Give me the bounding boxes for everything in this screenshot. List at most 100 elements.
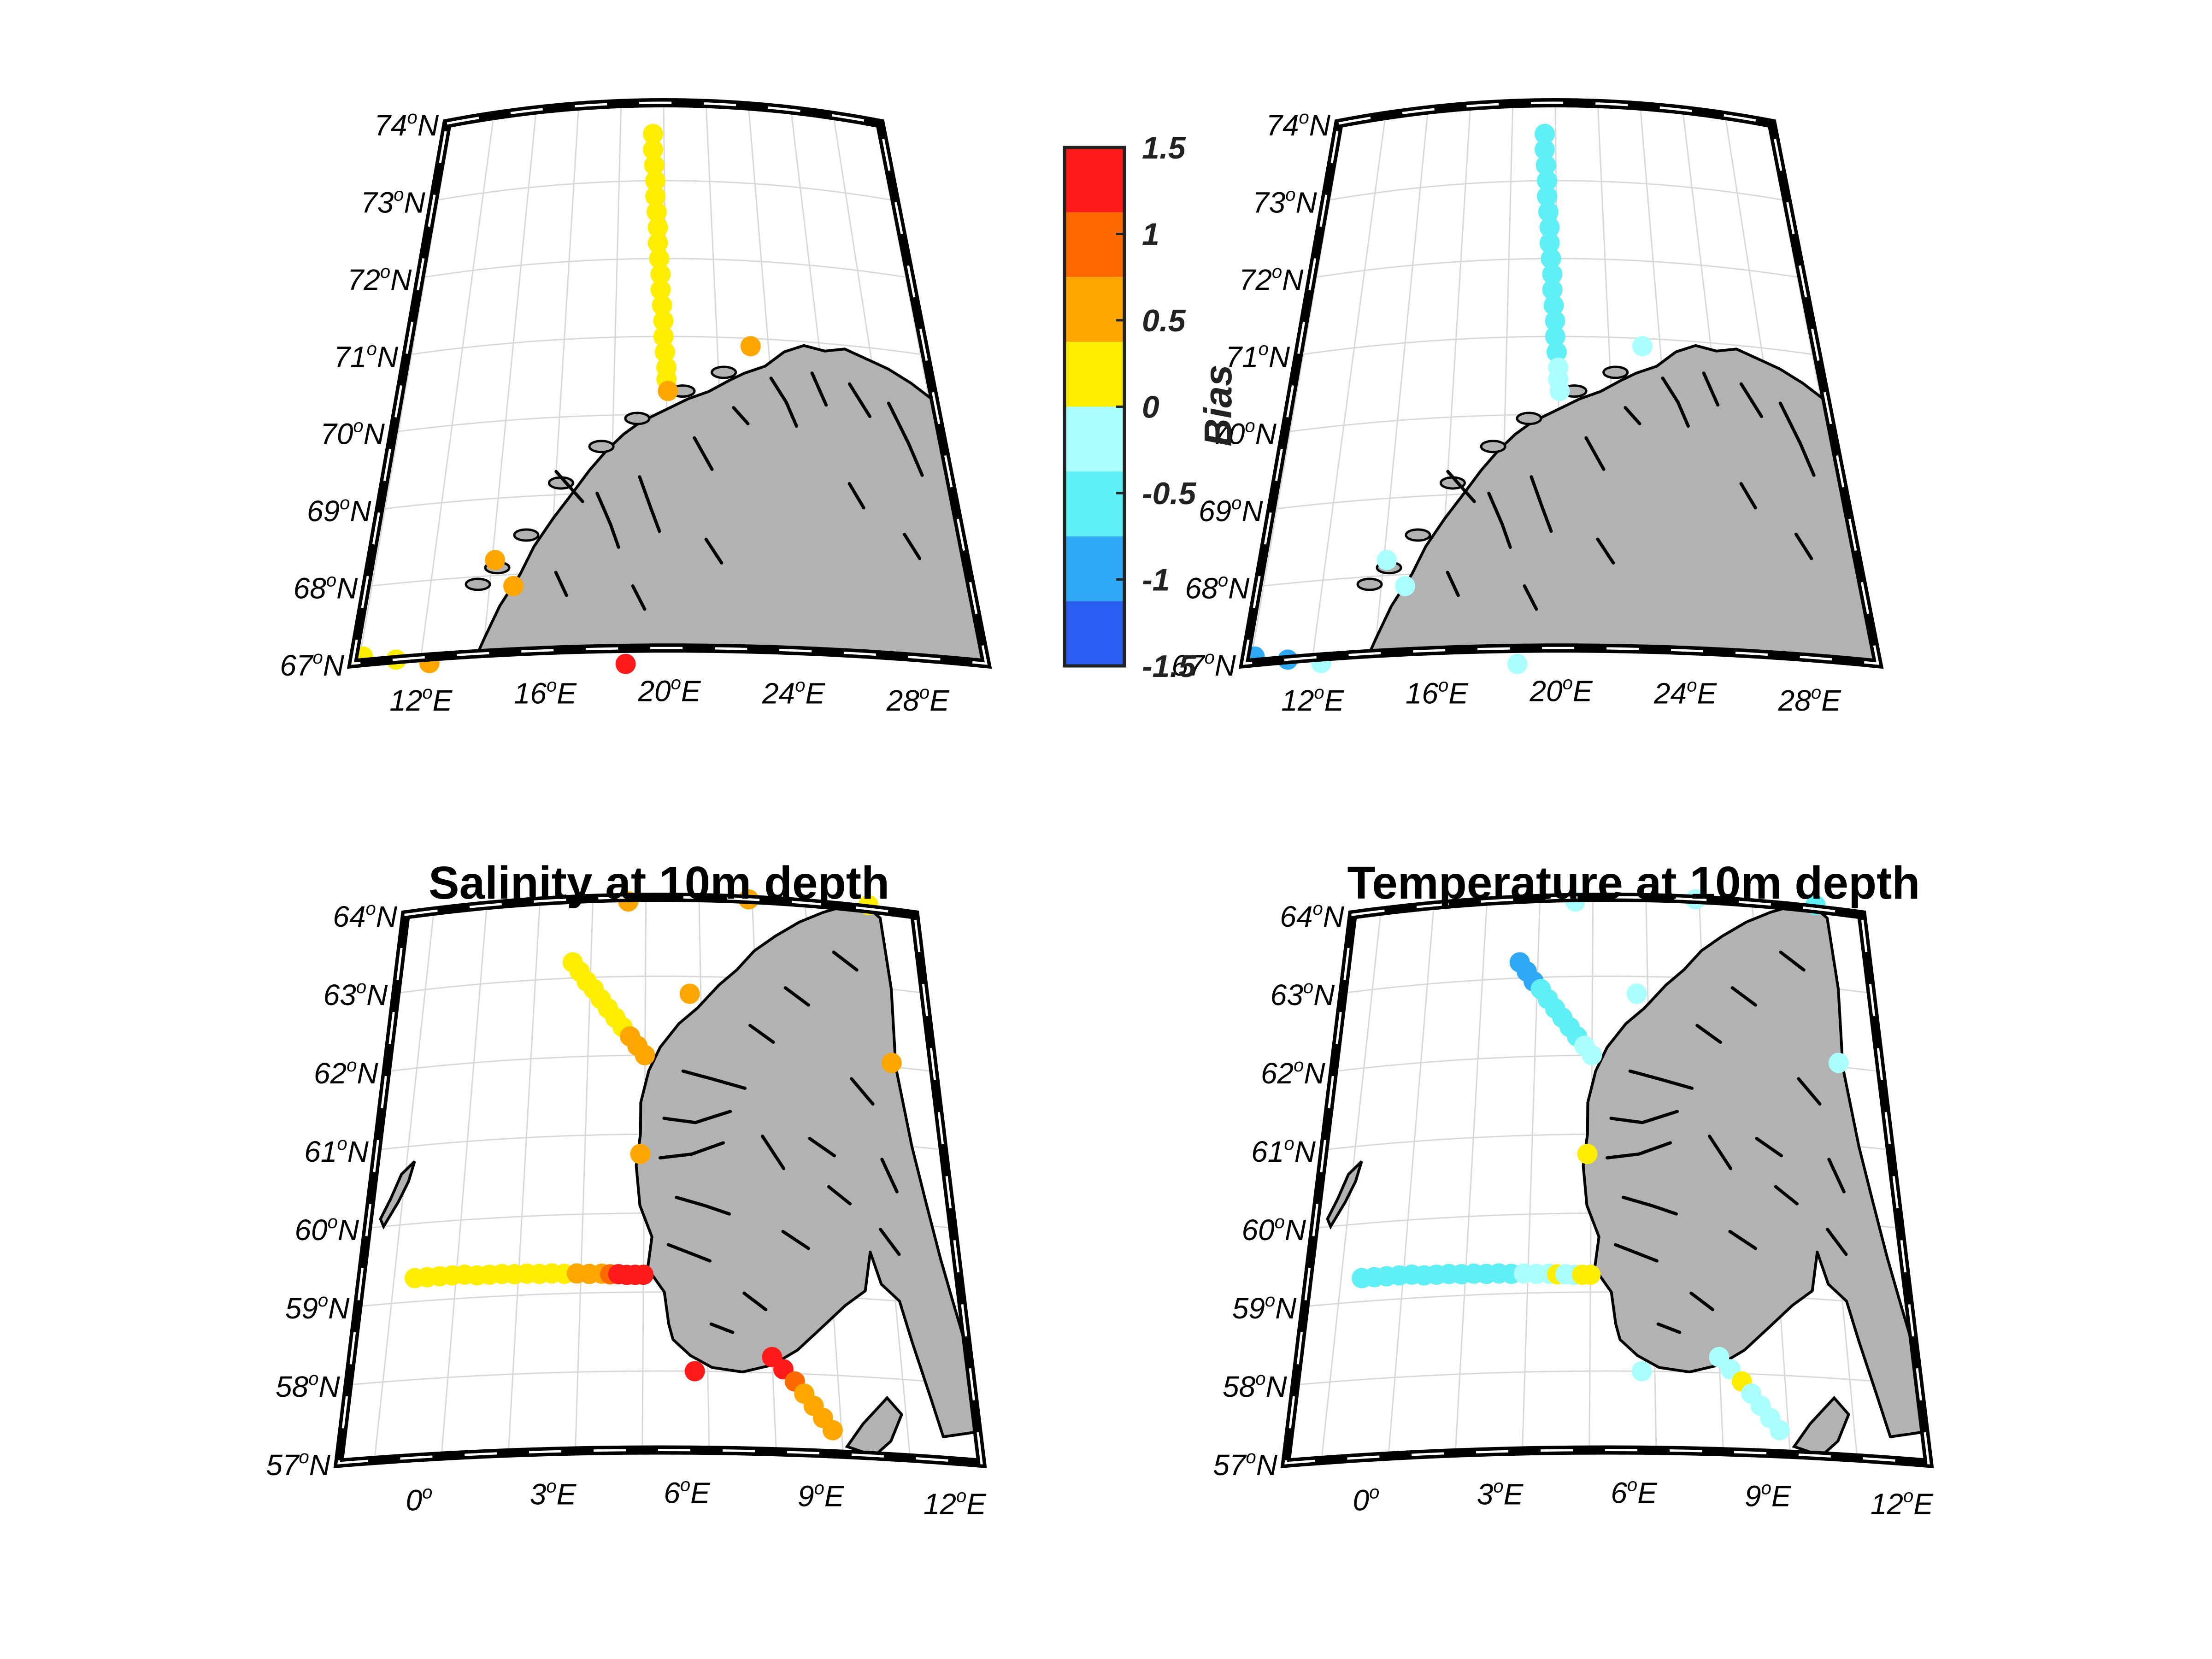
panel-north-salinity: 74oN 73oN 72oN 71oN 70oN 69oN 68oN 67oN 12oE 16oE… <box>280 98 992 717</box>
station-point-barents-section <box>1542 264 1563 284</box>
station-point-barents-section <box>646 201 667 222</box>
lat-label: 62oN <box>314 1055 378 1090</box>
station-point-barents-section <box>1535 124 1555 144</box>
lat-label: 73oN <box>1253 184 1317 219</box>
norway-landmass <box>466 344 986 664</box>
lon-label: 0o <box>1353 1483 1379 1517</box>
lake-outline <box>554 571 568 597</box>
lake-outline <box>1613 1243 1659 1263</box>
meridian <box>1452 897 1490 1463</box>
lake-outline <box>1739 482 1757 510</box>
lake-outline <box>1708 1135 1733 1171</box>
lake-outline <box>662 1110 732 1124</box>
colorbar-bin <box>1065 536 1124 601</box>
lon-label: 24oE <box>1653 675 1717 710</box>
lake-outline <box>1779 950 1806 972</box>
lake-outline <box>1661 377 1690 428</box>
colorbar-tick-label: 0 <box>1142 390 1159 425</box>
station-point-coastal-stations <box>1828 1053 1849 1073</box>
lake-outline <box>1730 986 1757 1007</box>
lake-outline <box>1755 1137 1783 1158</box>
colorbar-label: Bias <box>1196 365 1240 446</box>
station-point-barents-section <box>1541 248 1561 269</box>
lon-label: 12oE <box>389 682 453 717</box>
lon-label: 12oE <box>1281 682 1344 717</box>
lat-label: 70oN <box>320 416 385 451</box>
colorbar-tick-label: 0.5 <box>1142 303 1186 338</box>
station-point-barents-section <box>644 155 665 176</box>
station-point-coastal-stations <box>630 1144 651 1165</box>
lake-outline <box>1622 1195 1678 1216</box>
station-point-coastal-stations <box>615 653 636 674</box>
lake-outline <box>638 475 661 533</box>
meridian <box>505 897 543 1463</box>
colorbar-bin <box>1065 601 1124 666</box>
bias-stations <box>1352 889 1849 1441</box>
station-point-coastal-stations <box>1507 653 1528 674</box>
lat-label: 72oN <box>347 262 412 296</box>
station-point-barents-section <box>1542 279 1563 300</box>
land <box>465 344 986 664</box>
station-point-coastal-stations <box>1577 1144 1598 1165</box>
lake-outline <box>810 371 828 407</box>
station-point-coastal-stations <box>503 576 524 596</box>
lake-outline <box>1739 382 1763 418</box>
lake-outline <box>783 986 810 1007</box>
station-point-coastal-stations <box>679 983 700 1004</box>
lake-outline <box>595 491 620 549</box>
lat-label: 74oN <box>374 107 439 142</box>
lake-outline <box>1797 1077 1822 1106</box>
station-point-barents-section <box>1545 311 1565 331</box>
lat-label: 59oN <box>1232 1290 1297 1325</box>
lake-outline <box>1689 1291 1715 1312</box>
lat-label: 70oN <box>1212 416 1277 451</box>
lake-outline <box>732 406 750 425</box>
lake-outline <box>704 537 724 565</box>
station-point-coastal-stations <box>1395 576 1415 596</box>
land <box>379 903 979 1458</box>
station-point-skagerrak-section <box>822 1420 843 1441</box>
island <box>1516 412 1542 425</box>
station-point-coastal-stations <box>1626 983 1647 1004</box>
lon-label: 3oE <box>1477 1477 1524 1511</box>
lat-label: 59oN <box>285 1290 350 1325</box>
station-point-barents-section <box>1539 217 1560 238</box>
lon-label: 24oE <box>762 675 825 710</box>
land <box>1326 903 1926 1458</box>
colorbar-bin <box>1065 471 1124 536</box>
shetland <box>1326 1160 1363 1230</box>
station-point-coastal-stations <box>881 1053 902 1073</box>
lon-labels: 12oE 16oE 20oE 24oE 28oE <box>389 673 950 717</box>
station-point-barents-section <box>647 217 668 238</box>
lake-outline <box>769 377 798 428</box>
station-point-barents-section <box>1546 341 1567 362</box>
lon-label: 6oE <box>1611 1475 1658 1510</box>
land <box>1356 344 1878 664</box>
station-point-barents-section <box>1535 155 1556 176</box>
lake-outline <box>1487 491 1512 549</box>
lake-outline <box>1446 571 1460 597</box>
lon-label: 20oE <box>637 673 701 707</box>
map-frame <box>333 892 987 1468</box>
lat-label: 74oN <box>1266 107 1330 142</box>
colorbar-bin <box>1065 341 1124 407</box>
station-point-barents-section <box>643 139 664 160</box>
island <box>588 440 615 453</box>
island <box>711 365 737 379</box>
station-point-coastal-stations <box>1377 550 1397 571</box>
colorbar-bin <box>1065 212 1124 277</box>
lake-outline <box>887 401 924 477</box>
station-point-barents-section <box>647 233 668 253</box>
lake-outline <box>1606 1141 1672 1159</box>
station-point-svinoy-section <box>635 1045 655 1065</box>
lake-outline <box>659 1141 725 1159</box>
lat-label: 69oN <box>307 493 371 528</box>
lat-label: 57oN <box>266 1447 330 1482</box>
lake-outline <box>1656 1322 1682 1334</box>
lat-labels: 64oN 63oN 62oN 61oN 60oN 59oN 58oN 57oN <box>266 899 397 1482</box>
meridian <box>437 897 491 1463</box>
island <box>513 528 540 542</box>
station-point-barents-section <box>1549 381 1570 401</box>
station-point-barents-section <box>650 264 671 284</box>
station-point-barents-section <box>653 326 674 347</box>
